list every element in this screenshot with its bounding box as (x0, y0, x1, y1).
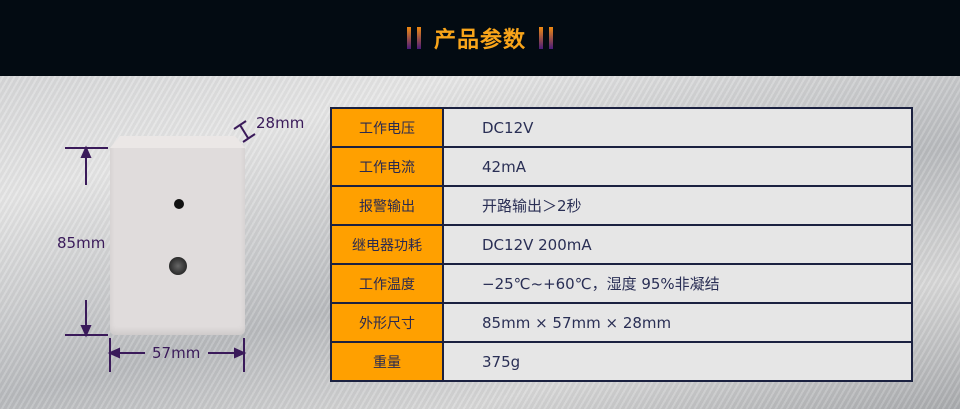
spec-value: 开路输出＞2秒 (442, 185, 913, 226)
table-row: 重量 375g (330, 341, 913, 382)
spec-label: 外形尺寸 (330, 302, 444, 343)
spec-value: 42mA (442, 146, 913, 187)
spec-value: DC12V 200mA (442, 224, 913, 265)
spec-value: 375g (442, 341, 913, 382)
dim-depth-cap (233, 120, 247, 130)
title-decoration-right (549, 27, 553, 49)
arrowhead-icon (80, 325, 92, 338)
page-title: 产品参数 (433, 28, 526, 53)
product-image (110, 136, 245, 335)
dimension-height: 85mm (57, 234, 106, 252)
arrowhead-icon (80, 145, 92, 158)
table-row: 工作电压 DC12V (330, 107, 913, 148)
dimension-width: 57mm (152, 344, 201, 362)
spec-value: 85mm × 57mm × 28mm (442, 302, 913, 343)
header: 产品参数 (0, 0, 960, 76)
dimension-depth: 28mm (256, 114, 305, 132)
title-decoration-left (406, 27, 411, 49)
spec-label: 工作电压 (330, 107, 444, 148)
spec-value: DC12V (442, 107, 913, 148)
dim-depth-line (239, 124, 249, 139)
title-decoration-right (539, 27, 543, 49)
spec-label: 工作电流 (330, 146, 444, 187)
arrowhead-icon (107, 347, 120, 359)
table-row: 工作温度 −25℃~+60℃，湿度 95%非凝结 (330, 263, 913, 304)
spec-label: 报警输出 (330, 185, 444, 226)
device-sensor-hole (174, 199, 184, 209)
table-row: 报警输出 开路输出＞2秒 (330, 185, 913, 226)
spec-table: 工作电压 DC12V 工作电流 42mA 报警输出 开路输出＞2秒 继电器功耗 DC12V 2… (330, 107, 913, 382)
table-row: 工作电流 42mA (330, 146, 913, 187)
dim-depth-cap (242, 133, 256, 143)
screw-icon (169, 257, 187, 275)
spec-label: 工作温度 (330, 263, 444, 304)
table-row: 外形尺寸 85mm × 57mm × 28mm (330, 302, 913, 343)
spec-label: 继电器功耗 (330, 224, 444, 265)
spec-value: −25℃~+60℃，湿度 95%非凝结 (442, 263, 913, 304)
spec-label: 重量 (330, 341, 444, 382)
device-top-bevel (110, 136, 245, 148)
table-row: 继电器功耗 DC12V 200mA (330, 224, 913, 265)
arrowhead-icon (234, 347, 247, 359)
title-decoration-left (416, 27, 421, 49)
